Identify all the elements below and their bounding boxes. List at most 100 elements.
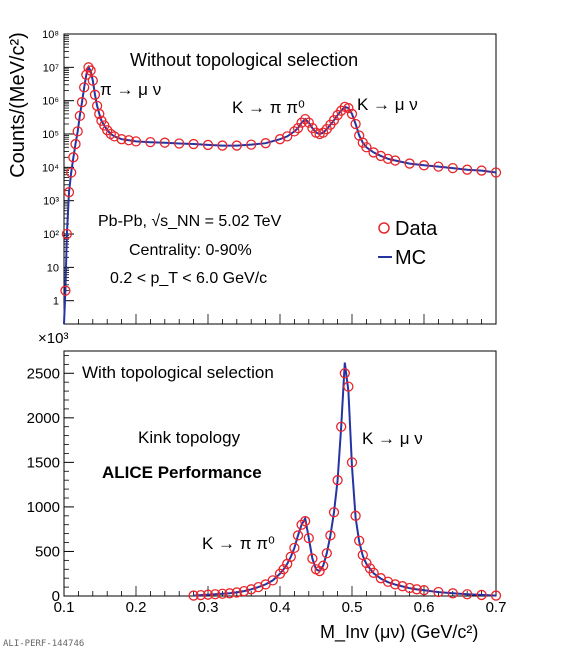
top-data-point (68, 152, 79, 163)
top-data-point (109, 131, 120, 142)
k-munu-label-bottom: K → μ ν (362, 429, 423, 448)
bottom-title: With topological selection (82, 363, 274, 382)
bottom-data-point (361, 557, 372, 569)
top-data-point (260, 138, 271, 149)
top-data-point (63, 187, 75, 198)
topology-label: Kink topology (138, 428, 241, 447)
bottom-data-point (300, 516, 311, 527)
top-data-point (74, 110, 85, 122)
top-data-point (462, 164, 473, 175)
top-y-tick-label: 10⁷ (43, 62, 59, 74)
x-axis-label: M_Inv (μν) (GeV/c²) (320, 622, 478, 643)
top-data-point (123, 135, 134, 146)
bottom-x-tick-label: 0.3 (198, 599, 219, 616)
bottom-data-point (382, 576, 394, 587)
top-data-point (296, 117, 307, 128)
bottom-data-point (390, 579, 401, 590)
bottom-data-point (321, 548, 332, 559)
top-data-point (116, 134, 127, 145)
bottom-data-point (336, 421, 347, 432)
top-data-point (328, 115, 340, 126)
top-y-tick-label: 10⁴ (42, 162, 59, 174)
top-data-point (303, 117, 314, 128)
pi-decay-label: π → μ ν (100, 80, 161, 99)
top-data-point (418, 160, 430, 171)
legend: Data MC (378, 218, 438, 269)
top-data-point (130, 136, 142, 147)
bottom-data-point (368, 567, 379, 578)
top-data-point (61, 228, 73, 240)
top-title: Without topological selection (130, 50, 358, 70)
bottom-data-point (188, 590, 199, 601)
top-data-point (217, 140, 228, 151)
bottom-data-point (303, 532, 314, 544)
top-data-point (174, 138, 185, 149)
bottom-data-point (231, 587, 242, 598)
bottom-data-point (267, 575, 278, 586)
top-y-tick-label: 10⁸ (42, 29, 59, 41)
top-x-axis (63, 314, 497, 324)
top-y-tick-label: 10⁶ (42, 96, 59, 108)
top-data-point (202, 139, 214, 151)
top-data-point (83, 62, 94, 73)
bottom-y-tick-label: 500 (35, 543, 60, 560)
bottom-data-point (289, 542, 300, 554)
top-data-point (66, 167, 77, 178)
bottom-x-tick-label: 0.6 (414, 599, 435, 616)
top-data-point (382, 153, 394, 164)
top-y-axis: 1 10 10² 10³ 10⁴ 10⁵ 10⁶ 10⁷ 10⁸ (42, 29, 74, 308)
bottom-data-point (343, 381, 354, 392)
bottom-data-point (418, 585, 430, 596)
top-data-point (318, 127, 329, 138)
top-data-point (447, 162, 458, 174)
bottom-data-point (195, 589, 206, 601)
bottom-data-point (314, 565, 325, 577)
top-y-tick-label: 10 (47, 262, 59, 274)
bottom-data-point (325, 530, 336, 541)
top-data-point (72, 126, 83, 137)
top-data-point (87, 75, 98, 86)
bottom-data-point (238, 585, 250, 597)
y-multiplier: ×10³ (38, 330, 68, 347)
bottom-data-point (354, 535, 365, 546)
bottom-data-point (296, 519, 307, 530)
bottom-data-point (210, 589, 221, 600)
bottom-data-point (476, 589, 487, 601)
bottom-y-tick-label: 2000 (27, 410, 60, 427)
bottom-data-point (217, 588, 228, 599)
bottom-data-point (202, 589, 214, 600)
top-data-point (433, 161, 444, 172)
top-data-point (89, 89, 101, 100)
bottom-x-tick-label: 0.5 (342, 599, 363, 616)
legend-data-marker (378, 222, 390, 234)
bottom-x-axis: 0.1 0.2 0.3 0.4 0.5 0.6 0.7 (54, 586, 507, 616)
bottom-data-point (253, 581, 264, 593)
top-data-point (79, 82, 90, 93)
bottom-data-point (328, 507, 340, 518)
footer-tag: ALI-PERF-144746 (3, 639, 84, 649)
k-pipi-label-bottom: K → π π⁰ (202, 534, 275, 553)
bottom-data-point (339, 368, 350, 379)
bottom-data-point (318, 560, 329, 571)
bottom-y-tick-label: 0 (52, 588, 60, 605)
top-data-point (94, 108, 105, 120)
bottom-data-point (346, 457, 358, 468)
top-y-tick-label: 10⁵ (42, 129, 59, 141)
top-data-point (350, 118, 361, 130)
top-data-point (390, 155, 401, 166)
bottom-y-tick-label: 2500 (27, 365, 60, 382)
top-y-axis-label: Counts/(MeV/c²) (7, 32, 29, 178)
bottom-data-point (292, 530, 304, 541)
centrality-label: Centrality: 0-90% (129, 242, 252, 259)
bottom-data-point (490, 590, 502, 601)
top-data-point (231, 140, 242, 151)
collision-label: Pb-Pb, √s_NN = 5.02 TeV (98, 213, 282, 230)
bottom-x-tick-label: 0.4 (270, 599, 291, 616)
top-data-point (476, 165, 487, 176)
bottom-x-tick-label: 0.7 (486, 599, 507, 616)
top-data-point (490, 167, 502, 178)
top-data-point (60, 285, 71, 296)
top-data-point (70, 138, 81, 150)
